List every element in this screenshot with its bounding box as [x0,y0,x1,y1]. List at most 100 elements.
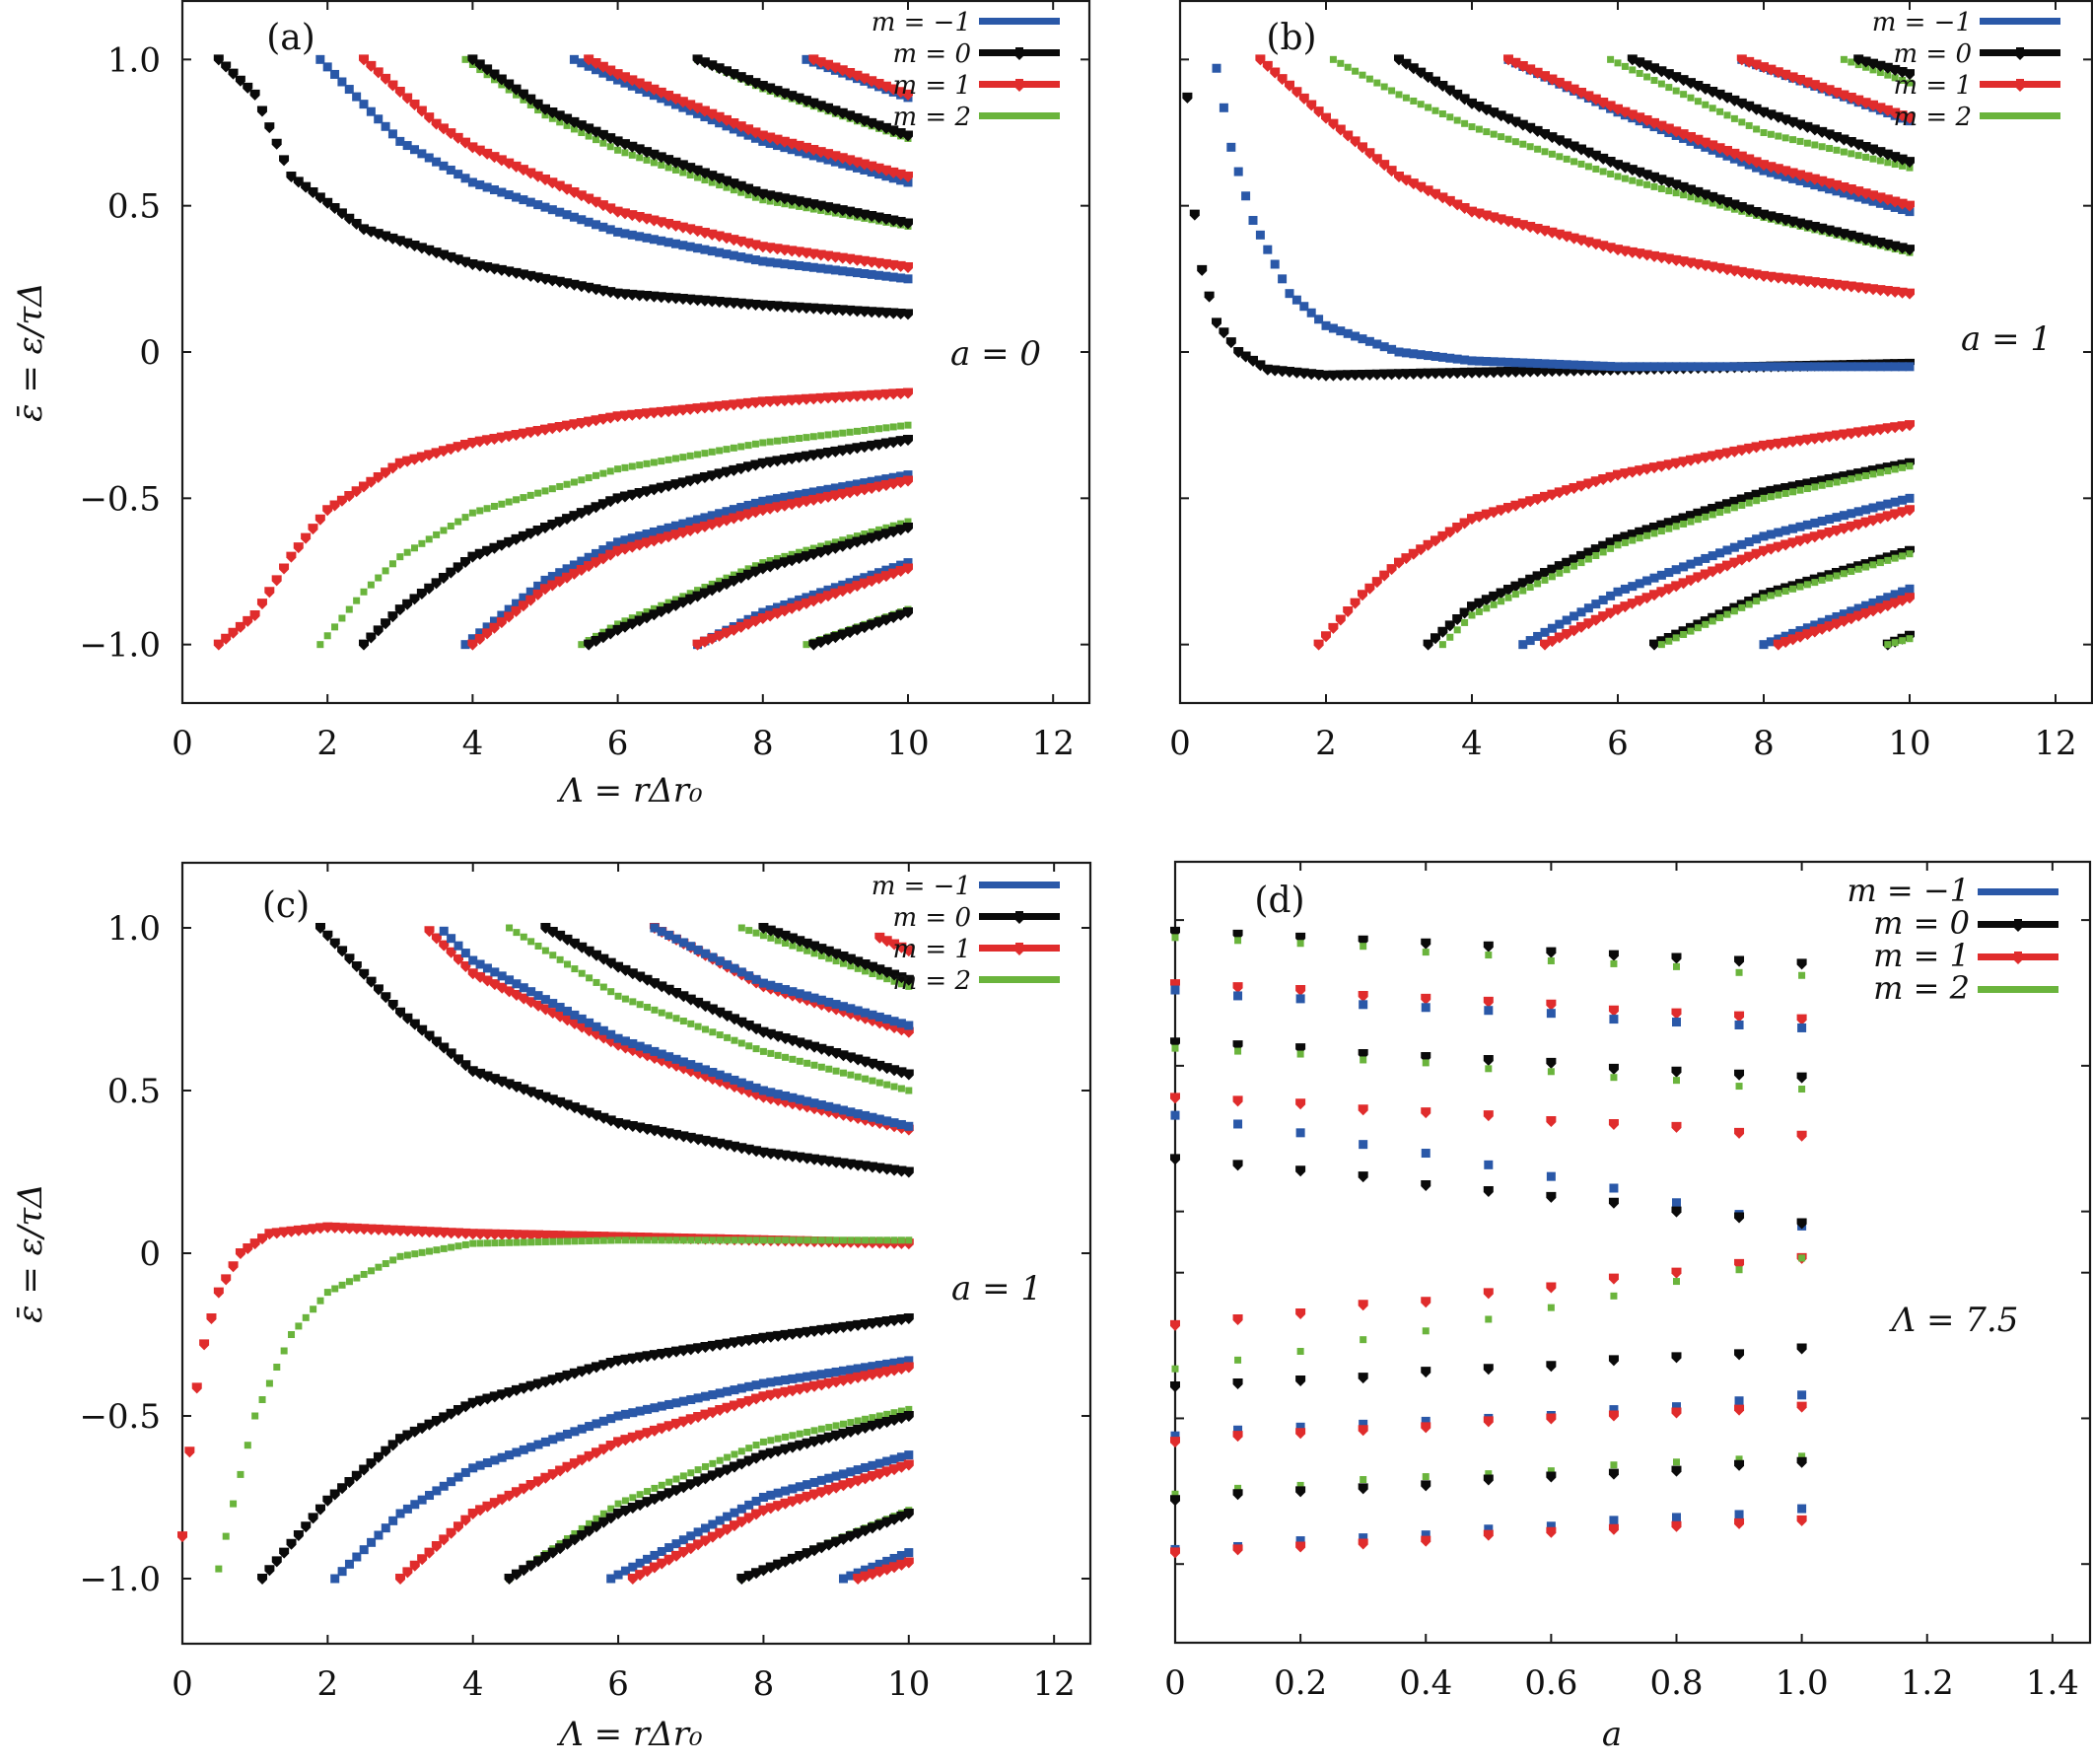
data-point [409,1426,420,1438]
data-point [513,1238,521,1246]
data-point [1709,617,1716,625]
data-point [796,548,803,556]
data-point [847,1071,855,1079]
data-point [694,587,702,595]
data-point [1608,950,1619,961]
data-point [1533,359,1543,369]
data-point [881,271,891,281]
data-point [751,974,761,984]
data-point [1598,611,1609,623]
data-point [846,1004,856,1014]
data-point [824,1101,834,1111]
data-point [787,491,797,501]
data-point [1503,357,1513,367]
data-point [1796,1343,1807,1355]
data-point [1562,360,1571,370]
data-point [758,607,768,617]
data-point [1905,505,1915,517]
data-point [1788,362,1798,372]
data-point [1234,1356,1242,1364]
x-tick-label: 0.4 [1399,1663,1452,1703]
data-point [1431,106,1439,114]
series-m-1 [1759,584,1915,650]
data-point [730,571,737,579]
data-point [540,584,550,596]
data-point [782,939,790,947]
series-m2 [1884,635,1914,649]
data-point [249,1238,260,1250]
data-point [722,1523,733,1535]
data-point [852,479,862,489]
data-point [1905,112,1915,124]
data-point [482,963,492,973]
data-point [453,941,463,951]
data-point [569,54,579,64]
data-point [715,1388,725,1398]
data-point [525,1479,536,1491]
data-point [476,1239,484,1247]
data-point [1548,573,1556,581]
data-point [381,618,391,630]
data-point [1745,499,1753,507]
data-point [693,1393,703,1403]
data-point [636,1491,644,1499]
data-point [453,1405,463,1417]
data-point [802,1096,812,1106]
data-point [903,1362,914,1374]
data-point [389,1256,397,1264]
data-point [497,971,507,981]
data-point [454,518,462,526]
data-point [830,265,840,275]
legend-marker [2014,919,2022,932]
data-point [402,1430,413,1442]
data-point [1734,955,1745,967]
data-point [564,1535,572,1543]
data-point [555,1432,565,1442]
data-point [817,952,825,959]
data-point [1766,529,1776,539]
data-point [1671,1407,1682,1419]
data-point [1570,562,1578,570]
data-point [447,1477,456,1487]
series-m1 [584,54,913,182]
data-point [1421,1530,1430,1540]
data-point [773,1090,783,1099]
data-point [1832,611,1842,621]
data-point [1335,614,1346,626]
data-point [1446,633,1454,641]
data-point [1826,145,1834,153]
data-point [353,597,361,604]
data-point [605,628,616,640]
data-point [1833,478,1841,486]
data-point [533,581,543,591]
data-point [1421,1107,1431,1119]
data-point [1171,1044,1179,1052]
data-point [671,166,679,174]
data-point [686,942,696,952]
data-point [410,1500,420,1510]
series-m2 [1171,1044,1806,1094]
data-point [593,978,600,986]
data-point [1416,544,1427,556]
data-point [1225,337,1236,349]
y-tick-label: −0.5 [79,479,161,519]
data-point [883,1236,891,1244]
data-point [896,1019,906,1028]
data-point [664,599,672,606]
data-point [1620,362,1630,372]
data-point [774,554,782,562]
data-point [642,1566,653,1578]
data-point [664,930,674,940]
panel-b: 0 2 4 6 8 10 12(b)a = 1m = −1m = 0m = 1m = 2 [1169,0,2093,763]
data-point [1371,577,1382,589]
data-point [504,611,515,623]
data-point [1510,581,1521,593]
data-point [1766,362,1776,372]
data-point [547,205,557,215]
data-point [839,1236,847,1244]
data-point [1795,362,1805,372]
data-point [520,933,527,941]
data-point [440,1244,448,1252]
data-point [903,523,913,533]
data-point [359,639,369,651]
